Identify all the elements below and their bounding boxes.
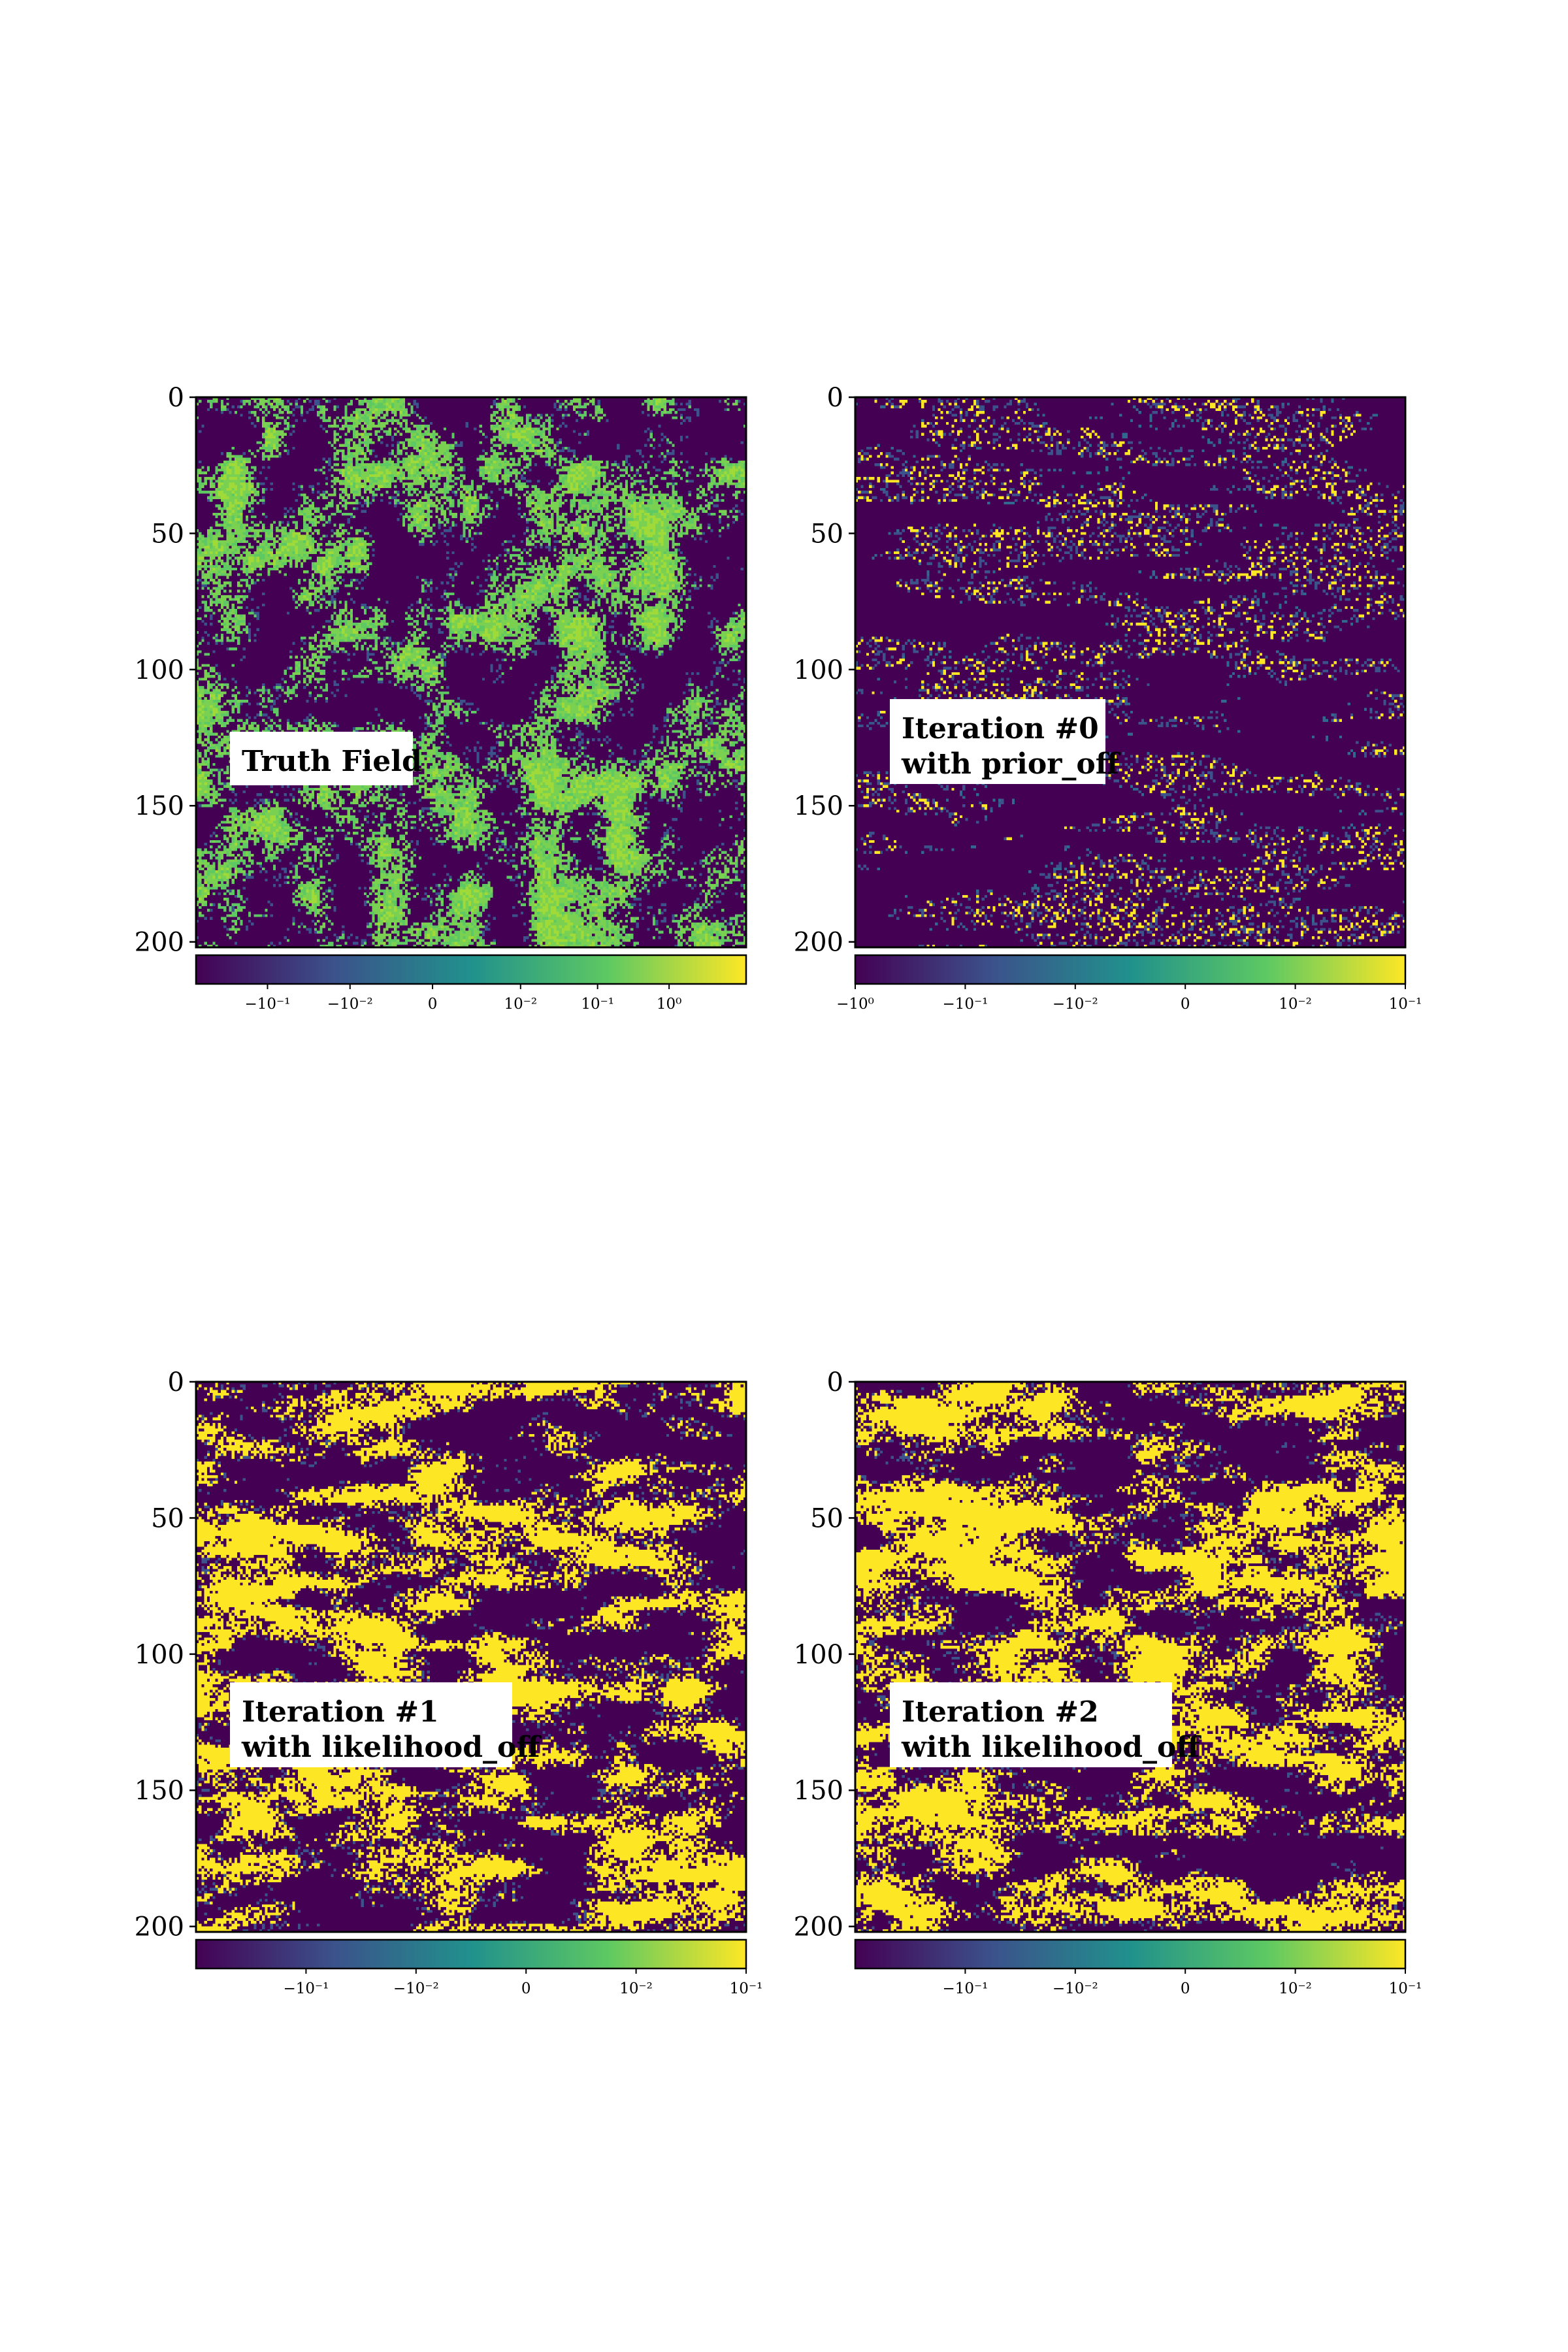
y-tick-label: 150: [135, 1776, 184, 1806]
plot-frame: [195, 396, 747, 949]
y-tick-label: 50: [810, 519, 843, 549]
colorbar-tick-label: 10⁻²: [504, 996, 537, 1013]
colorbar-tick-label: 10⁻¹: [730, 1980, 763, 1997]
colorbar-tick-label: 10⁻¹: [1389, 1980, 1422, 1997]
colorbar-tick-label: 10⁻¹: [581, 996, 614, 1013]
colorbar-tick-label: −10⁻²: [1053, 996, 1098, 1013]
colorbar-tick-label: 0: [1181, 996, 1190, 1013]
colorbar-tick-label: −10⁻¹: [245, 996, 291, 1013]
y-tick-label: 0: [827, 383, 843, 413]
colorbar-tick-label: −10⁻²: [1053, 1980, 1098, 1997]
y-tick-label: 200: [135, 1912, 184, 1942]
plot-frame: [195, 1380, 747, 1933]
y-tick-label: 200: [135, 928, 184, 958]
y-tick-label: 50: [151, 1503, 184, 1533]
y-tick-label: 50: [151, 519, 184, 549]
y-tick-label: 0: [168, 383, 184, 413]
panel-0: 0 50 100 150 200 Truth Field −10⁻¹ −10⁻² 0 10⁻² 10…: [135, 383, 747, 1013]
colorbar-tick-label: −10⁻¹: [283, 1980, 329, 1997]
plot-frame: [854, 396, 1407, 949]
colorbar-tick-label: 0: [428, 996, 438, 1013]
y-tick-label: 100: [794, 655, 843, 685]
y-tick-label: 0: [168, 1367, 184, 1397]
colorbar-tick-label: 10⁰: [657, 996, 682, 1013]
colorbar-tick-label: 10⁻¹: [1389, 996, 1422, 1013]
colorbar-tick-label: 0: [521, 1980, 531, 1997]
y-tick-label: 200: [794, 1912, 843, 1942]
annotation-text: Truth Field: [242, 745, 422, 778]
annotation-box: [890, 699, 1105, 784]
colorbar: [854, 954, 1407, 985]
colorbar: [854, 1938, 1407, 1970]
annotation-text: Iteration #0: [902, 712, 1099, 745]
y-tick-label: 100: [794, 1640, 843, 1670]
plot-frame: [854, 1380, 1407, 1933]
colorbar-tick-label: −10⁻¹: [942, 1980, 988, 1997]
y-tick-label: 0: [827, 1367, 843, 1397]
annotation-text: Iteration #1: [242, 1695, 439, 1729]
annotation-box: [230, 1682, 512, 1767]
colorbar-tick-label: −10⁻¹: [942, 996, 988, 1013]
heatmap-image: [855, 1382, 1405, 1932]
colorbar-tick-label: 10⁻²: [1279, 1980, 1312, 1997]
y-tick-label: 50: [810, 1503, 843, 1533]
heatmap-image: [196, 397, 746, 947]
colorbar: [195, 1938, 747, 1970]
heatmap-image: [196, 1382, 746, 1932]
y-tick-label: 200: [794, 928, 843, 958]
colorbar: [195, 954, 747, 985]
colorbar-tick-label: 10⁻²: [619, 1980, 653, 1997]
y-tick-label: 100: [135, 655, 184, 685]
y-tick-label: 150: [794, 1776, 843, 1806]
annotation-text: with prior_off: [901, 747, 1121, 781]
annotation-box: [230, 732, 413, 785]
colorbar-tick-label: 10⁻²: [1279, 996, 1312, 1013]
colorbar-tick-label: 0: [1181, 1980, 1190, 1997]
colorbar-tick-label: −10⁰: [836, 996, 874, 1013]
y-tick-label: 150: [794, 791, 843, 821]
annotation-text: with likelihood_off: [901, 1731, 1201, 1764]
colorbar-tick-label: −10⁻²: [393, 1980, 439, 1997]
colorbar-tick-label: −10⁻²: [327, 996, 373, 1013]
y-tick-label: 150: [135, 791, 184, 821]
y-tick-label: 100: [135, 1640, 184, 1670]
annotation-text: Iteration #2: [902, 1695, 1099, 1729]
annotation-text: with likelihood_off: [241, 1731, 542, 1764]
heatmap-image: [855, 397, 1405, 947]
annotation-box: [890, 1682, 1172, 1767]
